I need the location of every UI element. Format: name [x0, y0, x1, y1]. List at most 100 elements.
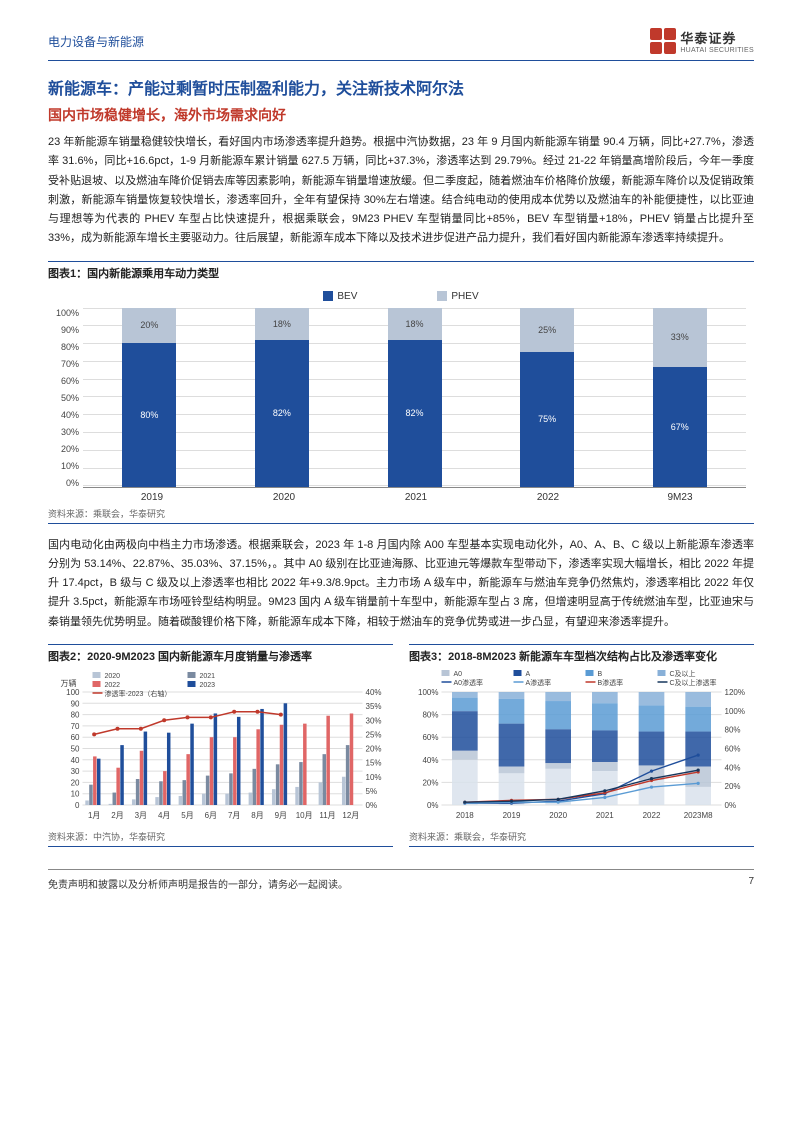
chart3-source: 资料来源：乘联会，华泰研究: [409, 828, 754, 847]
svg-text:30: 30: [71, 767, 80, 776]
category-label: 电力设备与新能源: [48, 33, 144, 50]
svg-text:9月: 9月: [275, 811, 287, 820]
svg-text:2021: 2021: [596, 811, 614, 820]
svg-text:50: 50: [71, 744, 80, 753]
chart1-source: 资料来源：乘联会，华泰研究: [48, 505, 754, 524]
chart1-legend: BEV PHEV: [56, 291, 746, 302]
brand-block: 华泰证券 HUATAI SECURITIES: [650, 28, 754, 54]
svg-text:100%: 100%: [725, 707, 745, 716]
legend-phev-label: PHEV: [451, 291, 478, 302]
svg-text:A渗透率: A渗透率: [526, 678, 552, 687]
chart1-title: 图表1：国内新能源乘用车动力类型: [48, 261, 754, 281]
svg-text:4月: 4月: [158, 811, 170, 820]
svg-text:40%: 40%: [725, 763, 741, 772]
svg-text:2021: 2021: [200, 673, 216, 680]
svg-text:2020: 2020: [105, 673, 121, 680]
chart3-title: 图表3：2018-8M2023 新能源车车型档次结构占比及渗透率变化: [409, 644, 754, 664]
svg-text:2018: 2018: [456, 811, 474, 820]
bottom-charts-row: 图表2：2020-9M2023 国内新能源车月度销量与渗透率 0 10 20 30 40…: [48, 644, 754, 859]
chart1-xaxis: 20192020202120229M23: [86, 488, 746, 503]
svg-text:0%: 0%: [725, 801, 737, 810]
chart3: 0%20%40%60%80%100%0%20%40%60%80%100%120%…: [409, 668, 754, 823]
chart2-col: 图表2：2020-9M2023 国内新能源车月度销量与渗透率 0 10 20 30 40…: [48, 644, 393, 859]
huatai-logo-icon: [650, 28, 676, 54]
legend-bev: BEV: [323, 291, 357, 302]
svg-text:40%: 40%: [366, 688, 382, 697]
svg-text:C及以上渗透率: C及以上渗透率: [670, 678, 717, 687]
svg-text:35%: 35%: [366, 702, 382, 711]
svg-text:3月: 3月: [135, 811, 147, 820]
svg-text:1月: 1月: [88, 811, 100, 820]
svg-text:10月: 10月: [296, 811, 313, 820]
svg-text:11月: 11月: [319, 811, 335, 820]
legend-swatch-phev: [437, 291, 447, 301]
svg-text:20%: 20%: [725, 782, 741, 791]
svg-text:60%: 60%: [422, 733, 438, 742]
svg-text:120%: 120%: [725, 688, 745, 697]
svg-text:10%: 10%: [366, 773, 382, 782]
paragraph-2: 国内电动化由两极向中档主力市场渗透。根据乘联会，2023 年 1-8 月国内除 …: [48, 536, 754, 632]
svg-text:20: 20: [71, 778, 80, 787]
svg-text:30%: 30%: [366, 716, 382, 725]
svg-text:B: B: [598, 671, 603, 678]
svg-text:40: 40: [71, 756, 80, 765]
legend-phev: PHEV: [437, 291, 478, 302]
brand-text: 华泰证券 HUATAI SECURITIES: [680, 28, 754, 54]
svg-text:A0渗透率: A0渗透率: [454, 678, 484, 687]
svg-text:20%: 20%: [422, 778, 438, 787]
svg-text:100: 100: [66, 688, 80, 697]
stacked-bar: 20%80%: [122, 308, 176, 487]
title-main: 新能源车：产能过剩暂时压制盈利能力，关注新技术阿尔法: [48, 75, 754, 99]
svg-text:A: A: [526, 671, 531, 678]
svg-text:90: 90: [71, 699, 80, 708]
brand-en: HUATAI SECURITIES: [680, 47, 754, 54]
page-number: 7: [748, 876, 754, 891]
disclaimer-text: 免责声明和披露以及分析师声明是报告的一部分，请务必一起阅读。: [48, 876, 348, 891]
svg-text:B渗透率: B渗透率: [598, 678, 624, 687]
chart2-source: 资料来源：中汽协，华泰研究: [48, 828, 393, 847]
svg-text:5%: 5%: [366, 787, 378, 796]
svg-text:2023M8: 2023M8: [684, 811, 713, 820]
svg-text:2月: 2月: [111, 811, 123, 820]
svg-text:6月: 6月: [205, 811, 217, 820]
svg-text:80%: 80%: [422, 710, 438, 719]
svg-text:渗透率-2023（右轴）: 渗透率-2023（右轴）: [105, 689, 172, 698]
svg-text:2019: 2019: [503, 811, 521, 820]
svg-text:12月: 12月: [342, 811, 359, 820]
svg-text:10: 10: [71, 789, 80, 798]
paragraph-1: 23 年新能源车销量稳健较快增长，看好国内市场渗透率提升趋势。根据中汽协数据，2…: [48, 133, 754, 249]
svg-text:0: 0: [75, 801, 80, 810]
svg-text:A0: A0: [454, 671, 463, 678]
chart3-col: 图表3：2018-8M2023 新能源车车型档次结构占比及渗透率变化 0% 20%…: [409, 644, 754, 859]
svg-text:25%: 25%: [366, 730, 382, 739]
svg-text:7月: 7月: [228, 811, 240, 820]
svg-text:15%: 15%: [366, 758, 382, 767]
chart2-title: 图表2：2020-9M2023 国内新能源车月度销量与渗透率: [48, 644, 393, 664]
svg-text:8月: 8月: [251, 811, 263, 820]
svg-text:0%: 0%: [427, 801, 439, 810]
svg-text:80%: 80%: [725, 725, 741, 734]
svg-text:C及以上: C及以上: [670, 669, 696, 678]
svg-text:2020: 2020: [549, 811, 567, 820]
chart1-plot: 100%90%80%70%60%50%40%30%20%10%0% 20%80%…: [56, 308, 746, 488]
chart1: BEV PHEV 100%90%80%70%60%50%40%30%20%10%…: [48, 285, 754, 505]
svg-text:100%: 100%: [418, 688, 438, 697]
svg-text:80: 80: [71, 710, 80, 719]
title-sub: 国内市场稳健增长，海外市场需求向好: [48, 105, 754, 125]
svg-text:70: 70: [71, 722, 80, 731]
svg-text:2022: 2022: [643, 811, 661, 820]
stacked-bar: 25%75%: [520, 308, 574, 487]
legend-bev-label: BEV: [337, 291, 357, 302]
stacked-bar: 18%82%: [255, 308, 309, 487]
page-header: 电力设备与新能源 华泰证券 HUATAI SECURITIES: [48, 28, 754, 61]
svg-text:20%: 20%: [366, 744, 382, 753]
chart2: 01020304050607080901000%5%10%15%20%25%30…: [48, 668, 393, 823]
svg-text:2022: 2022: [105, 682, 121, 689]
svg-text:2023: 2023: [200, 682, 216, 689]
chart1-grid: 20%80%18%82%18%82%25%75%33%67%: [83, 308, 746, 488]
svg-text:60: 60: [71, 733, 80, 742]
page-footer: 免责声明和披露以及分析师声明是报告的一部分，请务必一起阅读。 7: [48, 869, 754, 891]
svg-text:40%: 40%: [422, 756, 438, 765]
chart1-yaxis: 100%90%80%70%60%50%40%30%20%10%0%: [56, 308, 83, 488]
svg-text:5月: 5月: [181, 811, 193, 820]
